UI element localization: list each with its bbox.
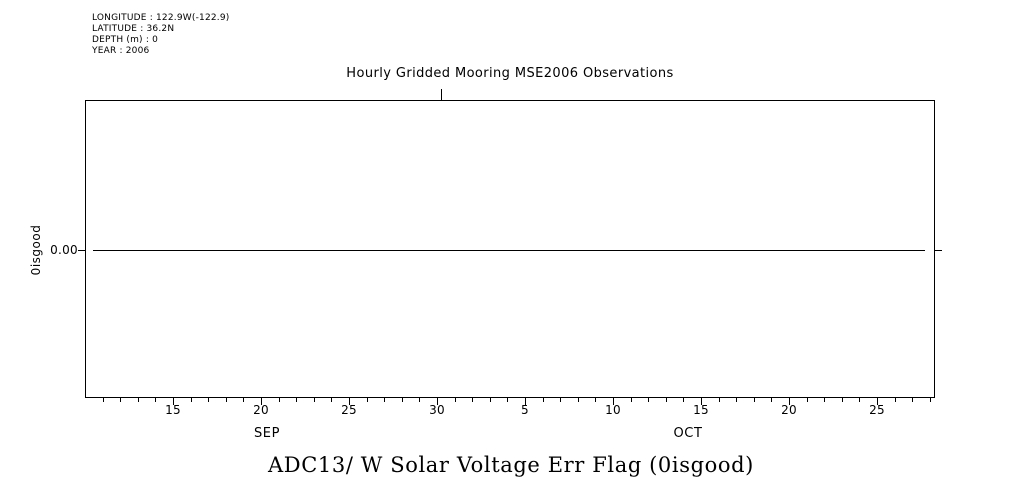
x-minor-tick	[296, 398, 298, 402]
x-major-tick	[877, 398, 878, 405]
x-minor-tick	[384, 398, 386, 402]
x-minor-tick	[542, 398, 544, 402]
x-minor-tick	[419, 398, 421, 402]
x-major-tick	[173, 398, 174, 405]
x-minor-tick	[894, 398, 896, 402]
x-major-tick	[437, 398, 438, 405]
x-major-tick	[613, 398, 614, 405]
x-minor-tick	[841, 398, 843, 402]
x-minor-tick	[243, 398, 245, 402]
x-minor-tick	[313, 398, 315, 402]
meta-depth: DEPTH (m) : 0	[92, 35, 159, 45]
top-axis-tick	[441, 89, 442, 100]
x-tick-label: 10	[605, 403, 621, 417]
x-minor-tick	[736, 398, 738, 402]
meta-latitude: LATITUDE : 36.2N	[92, 24, 175, 34]
x-minor-tick	[648, 398, 650, 402]
x-minor-tick	[366, 398, 368, 402]
x-tick-label: 25	[341, 403, 357, 417]
x-minor-tick	[560, 398, 562, 402]
x-minor-tick	[102, 398, 104, 402]
x-major-tick	[789, 398, 790, 405]
x-tick-label: 25	[869, 403, 885, 417]
x-tick-label: 20	[253, 403, 269, 417]
x-tick-label: 15	[693, 403, 709, 417]
x-minor-tick	[806, 398, 808, 402]
chart-footer-title: ADC13/ W Solar Voltage Err Flag (0isgood…	[268, 453, 754, 477]
x-major-tick	[261, 398, 262, 405]
meta-longitude: LONGITUDE : 122.9W(-122.9)	[92, 13, 230, 23]
x-minor-tick	[278, 398, 280, 402]
x-minor-tick	[489, 398, 491, 402]
x-month-label-sep: SEP	[253, 426, 281, 441]
x-minor-tick	[454, 398, 456, 402]
x-minor-tick	[472, 398, 474, 402]
x-minor-tick	[577, 398, 579, 402]
x-tick-label: 30	[429, 403, 445, 417]
x-minor-tick	[595, 398, 597, 402]
plot-area	[85, 100, 935, 398]
x-tick-label: 5	[521, 403, 529, 417]
x-minor-tick	[190, 398, 192, 402]
x-minor-tick	[155, 398, 157, 402]
x-minor-tick	[225, 398, 227, 402]
x-minor-tick	[912, 398, 914, 402]
x-tick-label: 20	[781, 403, 797, 417]
x-minor-tick	[137, 398, 139, 402]
x-major-tick	[701, 398, 702, 405]
x-minor-tick	[718, 398, 720, 402]
x-minor-tick	[120, 398, 122, 402]
x-minor-tick	[929, 398, 931, 402]
x-minor-tick	[630, 398, 632, 402]
y-tick-mark-left	[78, 250, 85, 251]
x-minor-tick	[331, 398, 333, 402]
x-minor-tick	[507, 398, 509, 402]
y-tick-label: 0.00	[50, 243, 78, 257]
chart-title: Hourly Gridded Mooring MSE2006 Observati…	[346, 66, 674, 81]
x-minor-tick	[665, 398, 667, 402]
x-minor-tick	[401, 398, 403, 402]
data-series-line	[93, 250, 925, 251]
meta-year: YEAR : 2006	[92, 46, 150, 56]
y-tick-mark-right	[935, 250, 942, 251]
metadata-block: LONGITUDE : 122.9W(-122.9) LATITUDE : 36…	[92, 13, 230, 57]
x-minor-tick	[208, 398, 210, 402]
x-minor-tick	[859, 398, 861, 402]
x-month-label-oct: OCT	[673, 426, 703, 441]
x-tick-label: 15	[165, 403, 181, 417]
x-major-tick	[349, 398, 350, 405]
x-minor-tick	[771, 398, 773, 402]
x-minor-tick	[824, 398, 826, 402]
x-minor-tick	[683, 398, 685, 402]
x-major-tick	[525, 398, 526, 405]
x-minor-tick	[753, 398, 755, 402]
